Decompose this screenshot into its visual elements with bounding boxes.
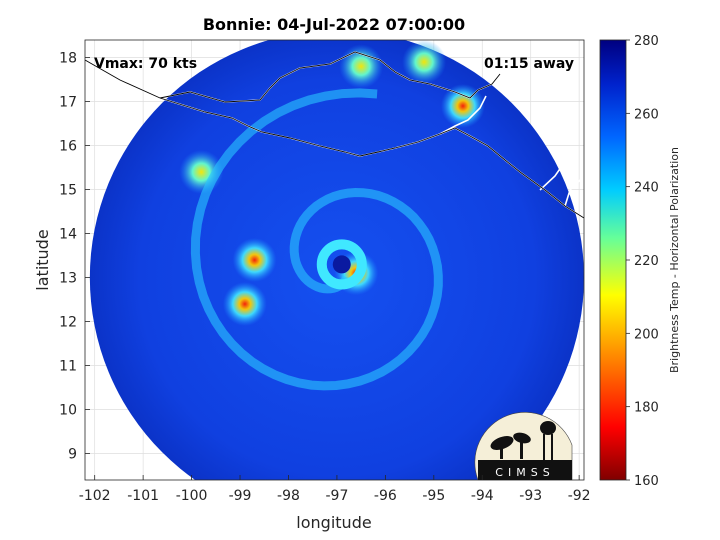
colorbar-gradient [599, 39, 627, 481]
colorbar-tick-label: 240 [634, 181, 659, 196]
x-axis-label: longitude [296, 513, 371, 532]
border-lines [85, 51, 584, 219]
y-tick-label: 9 [68, 447, 77, 463]
x-tick-label: -92 [568, 488, 591, 504]
plot-frame [84, 39, 585, 481]
cimss-logo-text: CIMSS [495, 466, 554, 479]
colorbar-label: Brightness Temp - Horizontal Polarizatio… [668, 147, 681, 373]
y-tick-label: 13 [59, 271, 77, 287]
cold-cloud-feature [402, 40, 447, 84]
y-tick-label: 16 [59, 139, 77, 155]
colorbar-ticks: 160 180 200 220 240 260 280 [626, 34, 659, 489]
x-tick-label: -94 [471, 488, 494, 504]
x-axis: -102 -101 -100 -99 -98 -97 -96 -95 -94 -93 -92 [79, 475, 591, 504]
cold-cloud-feature [339, 44, 384, 89]
y-tick-label: 18 [59, 51, 77, 67]
eyewall [316, 239, 367, 290]
colorbar-tick-label: 180 [634, 401, 659, 416]
x-tick-label: -98 [277, 488, 300, 504]
x-tick-label: -96 [374, 488, 397, 504]
x-tick-label: -101 [127, 488, 159, 504]
y-tick-label: 14 [59, 227, 77, 243]
x-tick-label: -93 [519, 488, 542, 504]
colorbar-tick-label: 160 [634, 474, 659, 489]
x-tick-label: -99 [229, 488, 252, 504]
vmax-annotation: Vmax: 70 kts [94, 56, 197, 72]
chart-title: Bonnie: 04-Jul-2022 07:00:00 [203, 15, 465, 34]
x-tick-label: -100 [176, 488, 208, 504]
colorbar-tick-label: 220 [634, 254, 659, 269]
time-away-annotation: 01:15 away [484, 56, 574, 72]
y-tick-label: 12 [59, 315, 77, 331]
rainband [190, 88, 443, 391]
x-tick-label: -97 [325, 488, 348, 504]
plot-area: Vmax: 70 kts 01:15 away CIMSS [84, 39, 585, 481]
hurricane-eye [190, 88, 443, 391]
y-axis: 9 10 11 12 13 14 15 16 17 18 [59, 51, 90, 463]
y-tick-label: 10 [59, 403, 77, 419]
y-tick-label: 11 [59, 359, 77, 375]
y-tick-label: 17 [59, 95, 77, 111]
colorbar-tick-label: 200 [634, 327, 659, 342]
y-axis-label: latitude [33, 229, 52, 290]
y-tick-label: 15 [59, 183, 77, 199]
cold-cloud-feature [222, 282, 267, 326]
cold-cloud-feature [232, 238, 277, 282]
x-tick-label: -102 [79, 488, 111, 504]
cimss-logo: CIMSS [474, 412, 573, 481]
x-tick-label: -95 [422, 488, 445, 504]
colorbar: 160 180 200 220 240 260 280 Brightness Temp - … [599, 34, 681, 489]
colorbar-tick-label: 280 [634, 34, 659, 49]
colorbar-tick-label: 260 [634, 107, 659, 122]
eye-center [332, 255, 351, 274]
